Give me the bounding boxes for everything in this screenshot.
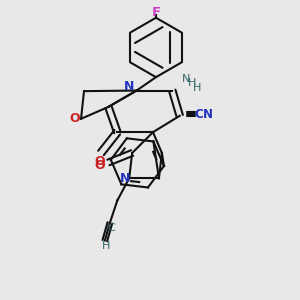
Text: H: H [194, 82, 202, 93]
Text: N: N [182, 74, 190, 84]
Text: O: O [69, 112, 80, 125]
Text: O: O [95, 159, 105, 172]
Text: N: N [124, 80, 134, 94]
Text: C: C [195, 108, 203, 121]
Text: C: C [107, 223, 115, 233]
Text: F: F [152, 6, 160, 19]
Text: N: N [119, 172, 130, 185]
Text: N: N [203, 108, 213, 121]
Text: H: H [102, 241, 110, 251]
Text: O: O [94, 155, 105, 168]
Text: H: H [188, 78, 196, 88]
